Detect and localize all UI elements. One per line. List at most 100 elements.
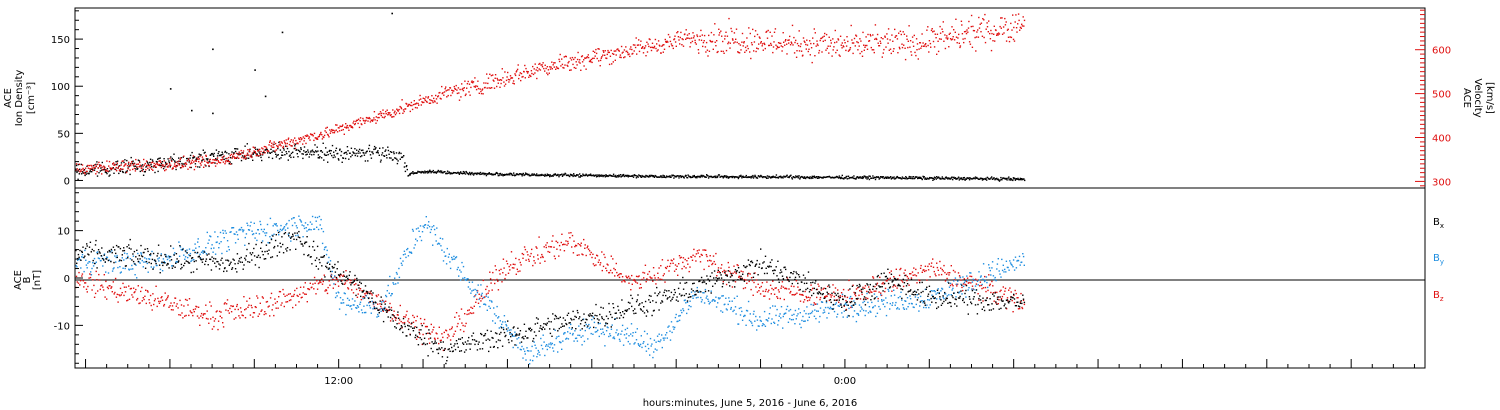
density-point: [702, 175, 705, 177]
by-point: [124, 267, 126, 270]
by-point: [647, 343, 649, 346]
bz-point: [1013, 302, 1016, 304]
velocity-point: [813, 42, 815, 45]
density-point: [1013, 177, 1016, 179]
by-point: [96, 251, 99, 253]
velocity-point: [543, 67, 545, 70]
velocity-point: [507, 78, 510, 81]
bz-point: [919, 279, 921, 282]
velocity-point: [145, 160, 148, 162]
density-point: [743, 176, 745, 178]
velocity-point: [406, 105, 409, 107]
bz-point: [152, 293, 154, 295]
density-point: [362, 149, 364, 151]
bz-point: [393, 310, 395, 312]
bz-point: [353, 284, 356, 286]
velocity-point: [729, 47, 731, 49]
density-point: [732, 175, 734, 178]
velocity-point: [125, 171, 128, 174]
bz-point: [390, 306, 393, 309]
bz-point: [144, 295, 146, 297]
bz-point: [304, 282, 306, 284]
by-point: [660, 339, 662, 341]
velocity-point: [754, 35, 756, 38]
bz-point: [191, 312, 193, 314]
bz-point: [179, 314, 182, 316]
bz-point: [446, 337, 449, 339]
bz-point: [639, 283, 642, 285]
velocity-point: [606, 53, 608, 56]
velocity-point: [677, 36, 680, 38]
bz-point: [184, 298, 187, 301]
velocity-point: [942, 21, 944, 23]
bz-point: [312, 283, 314, 285]
velocity-point: [991, 32, 993, 35]
bz-point: [548, 245, 550, 248]
velocity-point: [971, 46, 974, 48]
velocity-point: [338, 127, 340, 129]
bz-point: [332, 287, 334, 289]
velocity-point: [411, 108, 414, 111]
by-point: [711, 300, 713, 302]
by-point: [471, 290, 473, 292]
by-point: [167, 255, 170, 257]
by-point: [222, 229, 224, 232]
density-point: [230, 163, 233, 165]
velocity-point: [860, 40, 862, 42]
bz-point: [1017, 308, 1020, 310]
density-point: [918, 177, 920, 179]
density-point: [689, 175, 692, 178]
bz-point: [912, 274, 914, 276]
density-point: [615, 174, 617, 177]
velocity-point: [539, 69, 542, 71]
velocity-point: [913, 34, 915, 37]
density-point: [400, 152, 402, 155]
density-point: [683, 177, 685, 179]
velocity-point: [437, 96, 439, 98]
velocity-point: [636, 44, 639, 46]
by-point: [634, 342, 636, 344]
velocity-point: [969, 43, 972, 45]
density-point: [495, 171, 498, 174]
velocity-point: [994, 40, 996, 42]
bz-point: [964, 283, 966, 286]
velocity-point: [870, 35, 872, 37]
velocity-point: [645, 55, 647, 57]
by-point: [632, 332, 634, 334]
density-point: [923, 177, 925, 179]
density-point: [929, 177, 931, 179]
velocity-point: [959, 45, 962, 47]
bz-point: [953, 279, 956, 281]
bz-point: [468, 313, 470, 315]
bz-point: [480, 295, 483, 297]
velocity-point: [946, 38, 949, 40]
bz-point: [808, 299, 811, 301]
velocity-point: [806, 39, 808, 41]
density-point: [879, 177, 881, 179]
density-point: [706, 174, 708, 176]
velocity-point: [687, 37, 689, 39]
by-point: [730, 308, 732, 310]
by-point: [283, 226, 286, 228]
velocity-point: [181, 165, 184, 167]
velocity-point: [891, 34, 893, 36]
by-point: [630, 323, 633, 325]
velocity-point: [632, 44, 635, 46]
bz-point: [890, 270, 892, 272]
bz-point: [475, 301, 477, 303]
velocity-point: [244, 156, 247, 158]
density-point: [122, 171, 124, 174]
velocity-point: [519, 72, 521, 74]
velocity-point: [997, 34, 999, 36]
by-point: [214, 253, 217, 255]
velocity-point: [566, 64, 568, 67]
velocity-point: [630, 46, 632, 48]
density-point: [1019, 178, 1021, 181]
density-point: [845, 175, 847, 178]
velocity-point: [710, 31, 713, 34]
bz-point: [161, 296, 163, 298]
velocity-point: [317, 136, 320, 138]
bz-point: [793, 285, 795, 288]
velocity-point: [837, 38, 839, 40]
